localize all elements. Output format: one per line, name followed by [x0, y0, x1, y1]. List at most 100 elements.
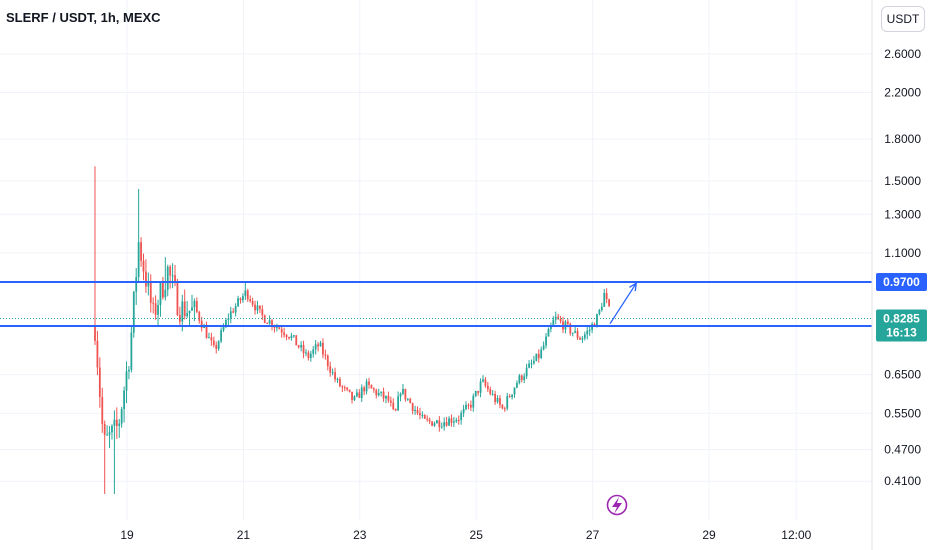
candle-body	[467, 404, 470, 406]
candle-body	[598, 310, 601, 315]
candle	[549, 322, 552, 333]
candle	[326, 354, 329, 371]
candle-body	[377, 392, 380, 396]
candle	[130, 326, 133, 373]
candle-body	[533, 360, 535, 364]
candle	[489, 386, 492, 396]
candle-body	[588, 329, 591, 331]
candle-body	[305, 352, 307, 354]
candle-body	[343, 387, 346, 389]
candle-body	[336, 379, 339, 381]
candle-body	[372, 388, 375, 390]
currency-button[interactable]: USDT	[881, 6, 925, 32]
candle-body	[96, 340, 99, 368]
candle	[111, 424, 113, 440]
candle-body	[348, 389, 351, 392]
candle	[360, 384, 363, 402]
candle	[217, 340, 220, 351]
candle	[520, 374, 523, 383]
candle-body	[324, 354, 327, 356]
candle	[128, 366, 130, 380]
candle	[166, 264, 169, 297]
candle	[140, 237, 142, 267]
candle	[537, 349, 540, 363]
candle-body	[285, 335, 288, 338]
time-axis[interactable]: 19 21 23 25 27 29 12:00	[120, 528, 811, 542]
candle-body	[331, 372, 334, 374]
candle	[283, 327, 286, 338]
candle-body	[317, 344, 319, 347]
candle	[108, 425, 111, 448]
candle	[295, 335, 298, 346]
candle-body	[450, 418, 453, 423]
candle-body	[576, 331, 579, 338]
candle-body	[212, 340, 215, 346]
candle-body	[549, 325, 552, 330]
candle-body	[351, 391, 353, 400]
candle	[297, 344, 300, 349]
candle-body	[494, 394, 497, 402]
candle	[547, 327, 550, 337]
candle-body	[239, 298, 242, 301]
candle-body	[128, 369, 130, 372]
candle	[525, 363, 528, 379]
candle	[169, 264, 172, 289]
candle	[445, 417, 448, 427]
candle	[486, 381, 489, 392]
candle-body	[152, 302, 155, 304]
price-axis[interactable]: 2.6000 2.2000 1.8000 1.5000 1.3000 1.1000 0.65…	[871, 0, 921, 550]
candle	[317, 341, 319, 352]
candle	[351, 391, 353, 404]
candle-body	[188, 310, 191, 314]
candle-body	[472, 395, 475, 408]
candle	[353, 395, 356, 402]
candle	[195, 297, 198, 314]
candle-body	[249, 299, 252, 302]
candle	[242, 293, 244, 303]
candle	[516, 380, 518, 389]
price-tick-label: 2.6000	[884, 47, 921, 61]
price-tick-label: 0.5500	[884, 406, 921, 420]
candle-body	[511, 394, 513, 398]
candle	[397, 391, 400, 411]
candle	[312, 346, 315, 358]
label-bg	[876, 309, 927, 342]
candle-body	[385, 395, 387, 399]
candle	[343, 385, 346, 392]
candle-body	[474, 390, 477, 396]
candle	[159, 281, 162, 317]
lightning-icon[interactable]	[606, 494, 628, 516]
trend-arrow-line	[609, 282, 637, 325]
candle-body	[387, 395, 390, 401]
candle-body	[309, 353, 312, 358]
candle	[557, 313, 560, 321]
candle-body	[203, 326, 206, 328]
candle	[448, 416, 450, 426]
candle	[436, 419, 438, 424]
candle	[380, 391, 383, 397]
candle	[377, 388, 380, 397]
candle	[341, 385, 344, 393]
candle-body	[161, 282, 164, 298]
candle	[433, 421, 436, 427]
candle-body	[370, 384, 373, 389]
candle-body	[149, 281, 152, 303]
candle	[137, 188, 140, 283]
horizontal-levels	[0, 281, 872, 327]
candle	[227, 313, 230, 326]
candle-body	[98, 367, 101, 398]
candle	[513, 387, 516, 398]
candle-body	[605, 292, 608, 300]
candle	[186, 300, 189, 318]
candle	[157, 299, 159, 327]
candle-body	[326, 355, 329, 367]
candle	[382, 387, 385, 402]
candle-body	[579, 337, 581, 340]
candle-body	[535, 353, 538, 361]
trend-arrow-head	[629, 281, 638, 292]
candle	[229, 306, 232, 324]
candle-body	[516, 382, 518, 388]
candle-body	[363, 387, 366, 392]
candle-body	[246, 290, 249, 300]
